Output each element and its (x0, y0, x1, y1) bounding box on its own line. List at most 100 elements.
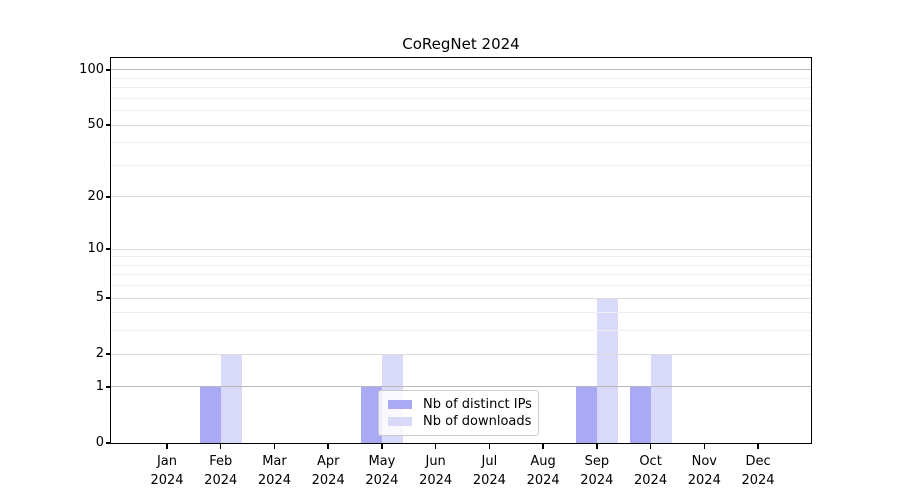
y-tick-label-0: 0 (95, 435, 104, 450)
x-tick-mark-jul (488, 443, 491, 449)
y-tick-mark-2 (105, 353, 111, 355)
month-label: Feb (209, 454, 233, 469)
x-tick-mark-mar (273, 443, 276, 449)
bar-oct-ips (629, 386, 651, 443)
month-label: Aug (530, 454, 556, 469)
x-tick-label-apr: Apr 2024 (296, 452, 360, 490)
x-tick-label-jan: Jan 2024 (135, 452, 199, 490)
year-label: 2024 (472, 473, 506, 488)
x-tick-label-may: May 2024 (350, 452, 414, 490)
bar-feb-ips (199, 386, 221, 443)
month-label: Jul (481, 454, 498, 469)
y-tick-mark-1 (105, 386, 111, 388)
year-label: 2024 (150, 473, 184, 488)
y-tick-label-1: 1 (95, 378, 104, 394)
legend-label-ips: Nb of distinct IPs (423, 397, 532, 412)
x-tick-label-dec: Dec 2024 (726, 452, 790, 490)
year-label: 2024 (311, 473, 345, 488)
minor-gridline (111, 77, 811, 79)
minor-gridline (111, 264, 811, 266)
month-label: Jun (425, 454, 446, 469)
legend-label-downloads: Nb of downloads (423, 414, 532, 429)
minor-gridline (111, 97, 811, 99)
y-tick-label-100: 100 (79, 61, 104, 77)
y-tick-mark-0 (105, 442, 111, 444)
x-tick-mark-jan (166, 443, 168, 449)
year-label: 2024 (204, 473, 238, 488)
year-label: 2024 (526, 473, 560, 488)
bar-oct-downloads (650, 354, 672, 443)
month-label: Oct (639, 454, 662, 469)
month-label: Sep (584, 454, 610, 469)
emphasized-gridline (111, 386, 811, 388)
minor-gridline (111, 274, 811, 276)
y-tick-label-5: 5 (95, 290, 104, 306)
y-tick-label-20: 20 (87, 188, 104, 204)
legend-item-ips: Nb of distinct IPs (388, 396, 532, 413)
major-gridline (111, 196, 811, 198)
x-tick-mark-may (381, 443, 383, 449)
month-label: Nov (691, 454, 717, 469)
x-tick-mark-apr (327, 443, 329, 449)
y-tick-label-10: 10 (87, 241, 104, 257)
x-tick-mark-aug (542, 443, 544, 449)
year-label: 2024 (687, 473, 721, 488)
x-tick-label-jul: Jul 2024 (457, 452, 521, 490)
bar-sep-downloads (596, 298, 618, 443)
minor-gridline (111, 312, 811, 314)
y-tick-mark-100 (105, 69, 111, 71)
bar-sep-ips (575, 386, 597, 443)
x-tick-label-oct: Oct 2024 (619, 452, 683, 490)
x-tick-label-feb: Feb 2024 (189, 452, 253, 490)
month-label: Apr (316, 454, 340, 469)
year-label: 2024 (419, 473, 453, 488)
x-tick-mark-oct (649, 443, 652, 449)
x-tick-label-nov: Nov 2024 (672, 452, 736, 490)
year-label: 2024 (580, 473, 614, 488)
month-label: Jan (156, 454, 178, 469)
major-gridline (111, 353, 811, 355)
x-tick-mark-jun (434, 443, 437, 449)
legend: Nb of distinct IPs Nb of downloads (378, 390, 539, 436)
major-gridline (111, 297, 811, 299)
month-label: May (368, 454, 396, 469)
x-tick-label-sep: Sep 2024 (565, 452, 629, 490)
minor-gridline (111, 87, 811, 89)
legend-swatch-ips (388, 400, 412, 409)
year-label: 2024 (257, 473, 291, 488)
plot-area (111, 58, 811, 443)
minor-gridline (111, 256, 811, 258)
x-tick-mark-sep (596, 443, 598, 449)
month-label: Dec (745, 454, 771, 469)
y-tick-mark-10 (105, 248, 111, 250)
x-tick-label-mar: Mar 2024 (242, 452, 306, 490)
minor-gridline (111, 330, 811, 332)
bar-may-ips (360, 386, 382, 443)
x-tick-mark-nov (703, 443, 705, 449)
year-label: 2024 (634, 473, 668, 488)
minor-gridline (111, 142, 811, 144)
year-label: 2024 (365, 473, 399, 488)
bar-feb-downloads (220, 354, 242, 443)
x-tick-label-aug: Aug 2024 (511, 452, 575, 490)
y-tick-mark-5 (105, 297, 111, 299)
y-tick-mark-20 (105, 196, 111, 198)
x-tick-mark-dec (757, 443, 759, 449)
emphasized-gridline (111, 69, 811, 71)
y-tick-mark-50 (105, 124, 111, 126)
legend-swatch-downloads (388, 417, 412, 426)
minor-gridline (111, 285, 811, 287)
y-tick-label-50: 50 (87, 117, 104, 133)
x-tick-mark-feb (220, 443, 222, 449)
legend-item-downloads: Nb of downloads (388, 413, 532, 430)
year-label: 2024 (741, 473, 775, 488)
month-label: Mar (262, 454, 287, 469)
major-gridline (111, 248, 811, 250)
x-tick-label-jun: Jun 2024 (404, 452, 468, 490)
chart-title: CoRegNet 2024 (402, 35, 520, 53)
major-gridline (111, 124, 811, 126)
y-tick-label-2: 2 (95, 346, 104, 362)
minor-gridline (111, 110, 811, 112)
minor-gridline (111, 164, 811, 166)
